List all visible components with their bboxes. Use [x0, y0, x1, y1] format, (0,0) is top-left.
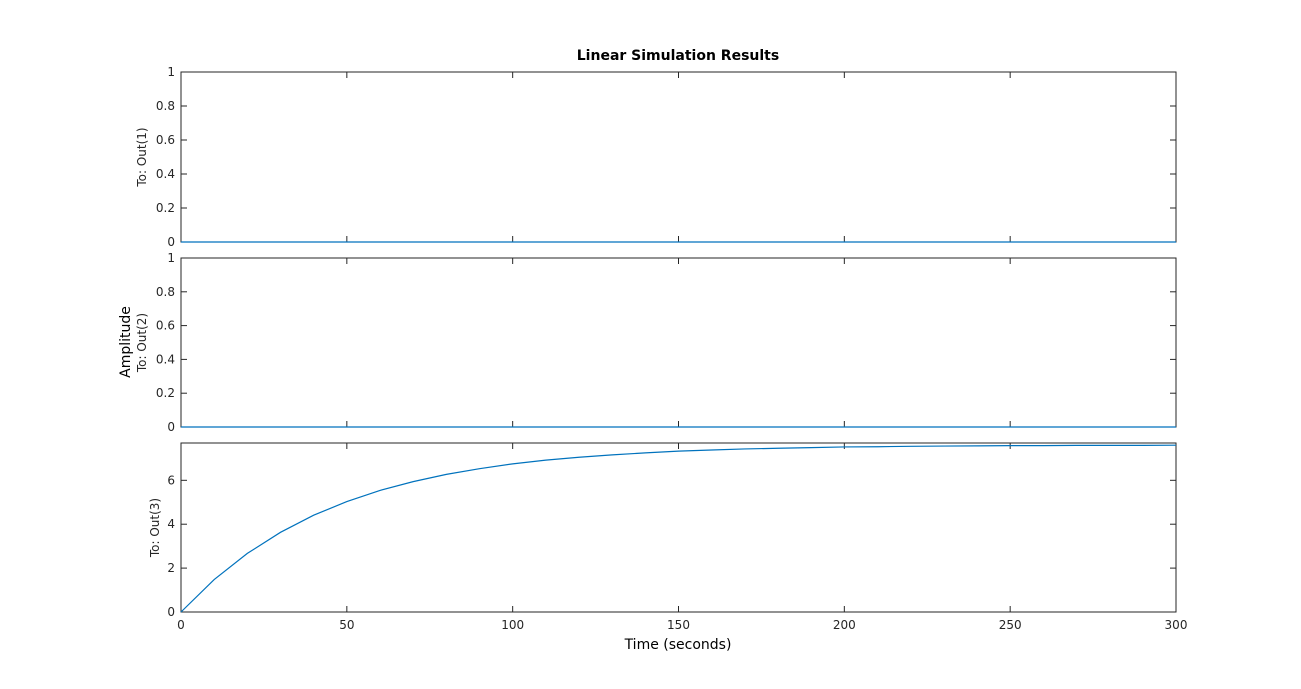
- y-tick-label: 6: [167, 473, 175, 487]
- axes-box: [180, 442, 1177, 613]
- x-tick-label: 100: [501, 618, 524, 632]
- x-tick-label: 50: [339, 618, 354, 632]
- y-tick-label: 0.2: [156, 201, 175, 215]
- y-tick-label: 0.6: [156, 133, 175, 147]
- x-tick-label: 250: [999, 618, 1022, 632]
- y-tick-label: 1: [167, 65, 175, 79]
- x-tick-label: 150: [667, 618, 690, 632]
- y-tick-label: 0.2: [156, 386, 175, 400]
- subplot-2: 0 0.2 0.4 0.6 0.8 1 To: Out(2): [135, 251, 1177, 434]
- y-tick-label: 0.6: [156, 319, 175, 333]
- axes-layer: 0 0.2 0.4 0.6 0.8 1 To: Out(1) 0 0.2 0.4 0.6 0.8 1 To…: [135, 65, 1187, 632]
- axes-box: [180, 71, 1177, 243]
- y-tick-label: 0: [167, 420, 175, 434]
- y-axis-label: Amplitude: [118, 306, 134, 378]
- y-tick-label: 0.4: [156, 167, 175, 181]
- x-tick-label: 200: [833, 618, 856, 632]
- channel-label: To: Out(3): [148, 498, 162, 558]
- y-tick-label: 0.8: [156, 285, 175, 299]
- channel-label: To: Out(1): [135, 127, 149, 187]
- series-line: [180, 444, 1177, 613]
- y-tick-label: 0.8: [156, 99, 175, 113]
- axes-box: [180, 257, 1177, 428]
- subplot-3: 0 2 4 6 0 50 100 150 200 250 300 To: Out(3): [148, 442, 1188, 632]
- y-tick-label: 0: [167, 235, 175, 249]
- subplot-1: 0 0.2 0.4 0.6 0.8 1 To: Out(1): [135, 65, 1177, 249]
- channel-label: To: Out(2): [135, 313, 149, 373]
- x-tick-label: 300: [1165, 618, 1188, 632]
- x-axis-label: Time (seconds): [624, 637, 732, 653]
- x-tick-label: 0: [177, 618, 185, 632]
- y-tick-label: 1: [167, 251, 175, 265]
- y-tick-label: 0: [167, 605, 175, 619]
- y-tick-label: 2: [167, 561, 175, 575]
- y-tick-label: 4: [167, 517, 175, 531]
- chart-title: Linear Simulation Results: [577, 48, 779, 64]
- y-tick-label: 0.4: [156, 352, 175, 366]
